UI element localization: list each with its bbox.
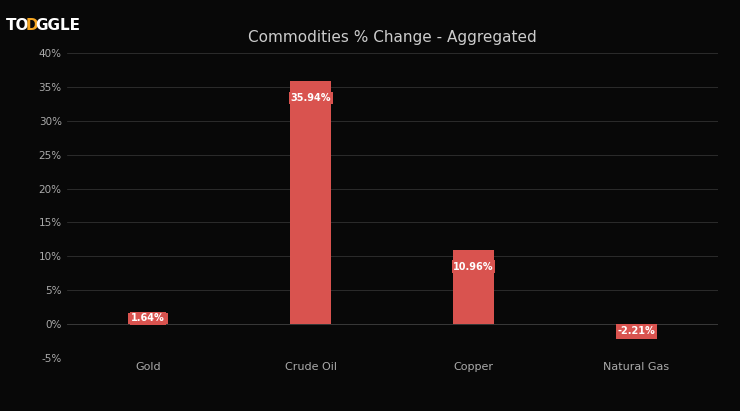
Text: 1.64%: 1.64% [131,313,165,323]
Text: D: D [26,18,38,33]
Text: TO: TO [6,18,30,33]
Bar [128,313,169,324]
Bar [453,250,494,324]
Text: -2.21%: -2.21% [617,326,656,336]
Text: GGLE: GGLE [36,18,81,33]
Text: 35.94%: 35.94% [291,93,331,103]
Title: Commodities % Change - Aggregated: Commodities % Change - Aggregated [248,30,536,45]
Bar [616,324,657,339]
Text: 10.96%: 10.96% [454,262,494,272]
Bar [290,81,332,324]
